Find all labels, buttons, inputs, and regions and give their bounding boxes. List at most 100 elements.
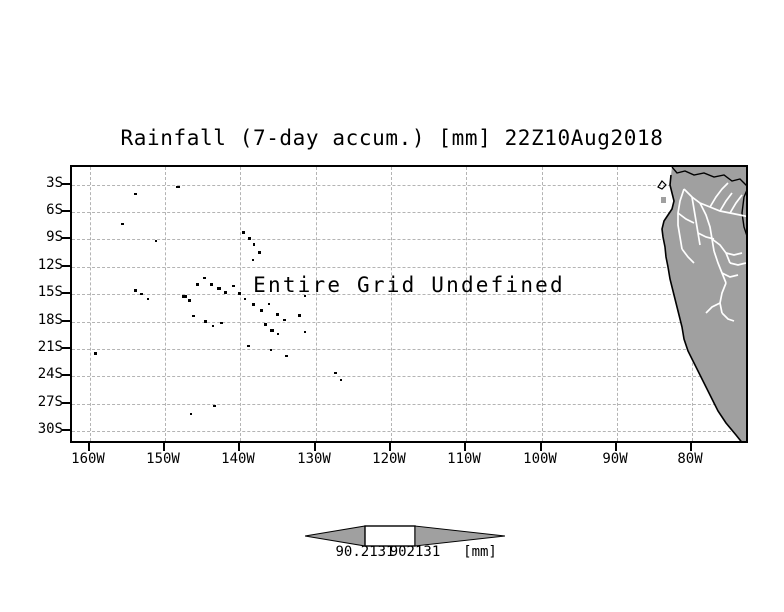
gridline-lat-18s [72,322,746,323]
island-dot [94,352,97,355]
xtick-label-90w: 90W [602,451,628,467]
colorbar[interactable] [305,524,505,548]
xtick-120w [389,443,391,451]
island-dot [134,193,137,195]
ytick-18s [62,320,70,322]
gridline-lon-90w [617,167,618,441]
xtick-80w [690,443,692,451]
island-dot [283,319,286,321]
island-dot [242,231,245,234]
ytick-label-27s: 27S [37,394,63,410]
coastline-bay [657,180,667,190]
xtick-label-80w: 80W [677,451,703,467]
gridline-lat-15s [72,294,746,295]
xtick-label-130w: 130W [297,451,331,467]
colorbar-right-arrow [414,525,505,547]
gridline-lat-9s [72,239,746,240]
island-dot [212,325,214,327]
island-dot [203,277,206,279]
ytick-12s [62,265,70,267]
colorbar-max-label: 902131 [389,544,441,560]
xtick-label-100w: 100W [523,451,557,467]
island-dot [176,186,180,188]
island-dot [268,303,270,305]
xtick-label-160w: 160W [71,451,105,467]
ytick-label-24s: 24S [37,366,63,382]
island-dot [232,285,235,287]
ytick-6s [62,210,70,212]
south-america-landmass [72,167,746,441]
island-dot [238,292,241,295]
ytick-15s [62,292,70,294]
island-dot [210,283,213,286]
island-dot [258,251,261,254]
gridline-lon-100w [542,167,543,441]
island-dot [182,295,187,298]
gridline-lat-3s [72,185,746,186]
island-dot [252,303,255,306]
xtick-150w [163,443,165,451]
xtick-label-120w: 120W [372,451,406,467]
island-dot [224,291,227,294]
coastline-pacific [661,174,742,441]
colorbar-center-box [364,525,416,547]
island-dot [140,293,143,295]
island-dot [121,223,124,225]
colorbar-min-label: 90.2131 [335,544,395,560]
island-dot [244,298,246,300]
xtick-label-110w: 110W [447,451,481,467]
colorbar-units-label: [mm] [463,544,497,560]
island-dot [220,322,223,324]
coastline-east [741,190,746,236]
island-dot [147,298,149,300]
xtick-130w [314,443,316,451]
map-plot-area[interactable]: Entire Grid Undefined [70,165,748,443]
gridline-lat-27s [72,404,746,405]
ytick-label-9s: 9S [46,229,63,245]
gridline-lat-21s [72,349,746,350]
gridline-lon-130w [316,167,317,441]
island-dot [298,314,301,317]
gridline-lon-120w [391,167,392,441]
xtick-90w [615,443,617,451]
page-title: Rainfall (7-day accum.) [mm] 22Z10Aug201… [120,126,664,150]
ytick-label-21s: 21S [37,339,63,355]
island-dot [190,413,192,415]
river-network [677,182,746,322]
xtick-label-150w: 150W [146,451,180,467]
colorbar-left-arrow [305,525,366,547]
xtick-100w [540,443,542,451]
ytick-label-12s: 12S [37,257,63,273]
grid-undefined-message: Entire Grid Undefined [253,273,565,297]
island-dot [276,313,279,316]
island-dot [247,345,250,347]
island-dot [253,243,255,246]
xtick-label-140w: 140W [221,451,255,467]
landmass-fill [662,167,746,441]
island-dot [285,355,288,357]
island-dot [213,405,216,407]
ytick-27s [62,402,70,404]
ytick-21s [62,347,70,349]
island-dot [196,283,199,286]
island-dot [304,295,306,297]
ytick-label-3s: 3S [46,175,63,191]
island-dot [304,331,306,333]
gridline-lat-30s [72,431,746,432]
ytick-label-15s: 15S [37,284,63,300]
ytick-3s [62,183,70,185]
island-dot [260,309,263,312]
island-dot [134,289,137,292]
xtick-110w [464,443,466,451]
gridline-lon-140w [240,167,241,441]
island-dot [270,349,272,351]
coastline-north [671,167,746,186]
island-dot [340,379,342,381]
island-dot [204,320,207,323]
ytick-label-18s: 18S [37,312,63,328]
island-dot [155,240,157,242]
gridline-lon-110w [466,167,467,441]
ytick-30s [62,429,70,431]
gridline-lon-160w [90,167,91,441]
land-patch-coast [661,197,666,203]
